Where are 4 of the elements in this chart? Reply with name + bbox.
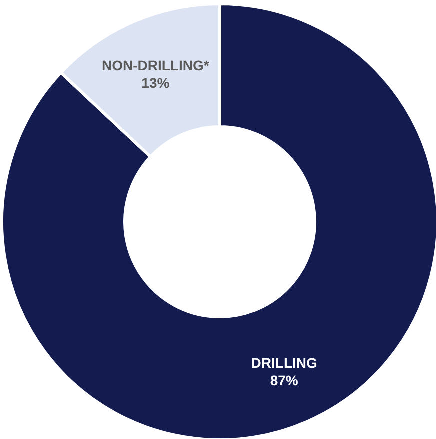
data-label: 87% bbox=[270, 372, 299, 388]
slice-label: NON-DRILLING* bbox=[102, 58, 210, 74]
data-label: 13% bbox=[142, 75, 170, 92]
slice-label: DRILLING bbox=[251, 354, 318, 371]
